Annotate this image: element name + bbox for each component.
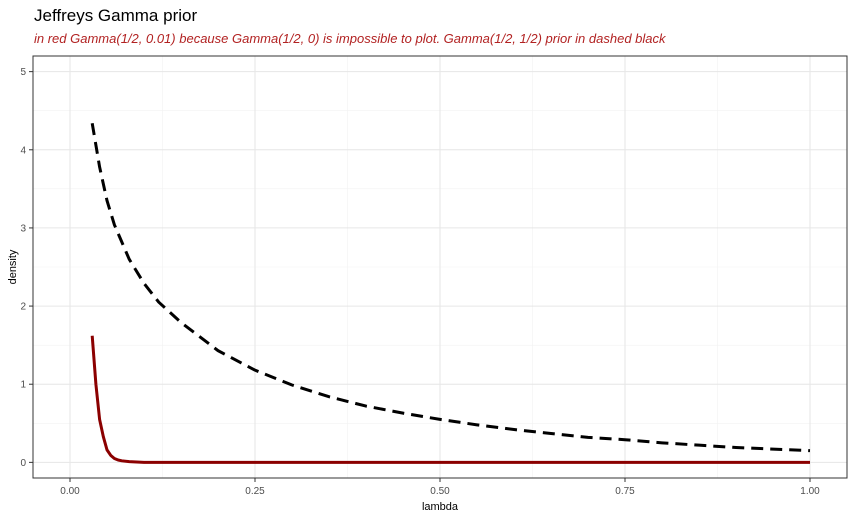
- y-tick-label: 5: [20, 67, 26, 78]
- y-axis-title: density: [7, 249, 19, 284]
- x-axis-title: lambda: [422, 501, 459, 513]
- y-tick-label: 4: [20, 145, 26, 156]
- y-tick-label: 3: [20, 223, 26, 234]
- chart-subtitle: in red Gamma(1/2, 0.01) because Gamma(1/…: [34, 31, 666, 46]
- gamma-half-001-red-line: [90, 335, 810, 464]
- x-tick-label: 0.50: [430, 486, 450, 497]
- axis-ticks: 0.00 0.25 0.50 0.75 1.00 0 1 2 3 4 5: [20, 67, 820, 497]
- x-tick-label: 0.00: [60, 486, 80, 497]
- series-lines: [90, 122, 811, 464]
- grid-lines: [33, 56, 847, 478]
- chart-title: Jeffreys Gamma prior: [34, 6, 198, 25]
- x-tick-label: 1.00: [800, 486, 820, 497]
- x-tick-label: 0.75: [615, 486, 635, 497]
- y-tick-label: 0: [20, 458, 26, 469]
- x-tick-label: 0.25: [245, 486, 265, 497]
- gamma-half-half-dashed-line: [90, 122, 811, 453]
- y-tick-label: 1: [20, 380, 26, 391]
- y-tick-label: 2: [20, 302, 26, 313]
